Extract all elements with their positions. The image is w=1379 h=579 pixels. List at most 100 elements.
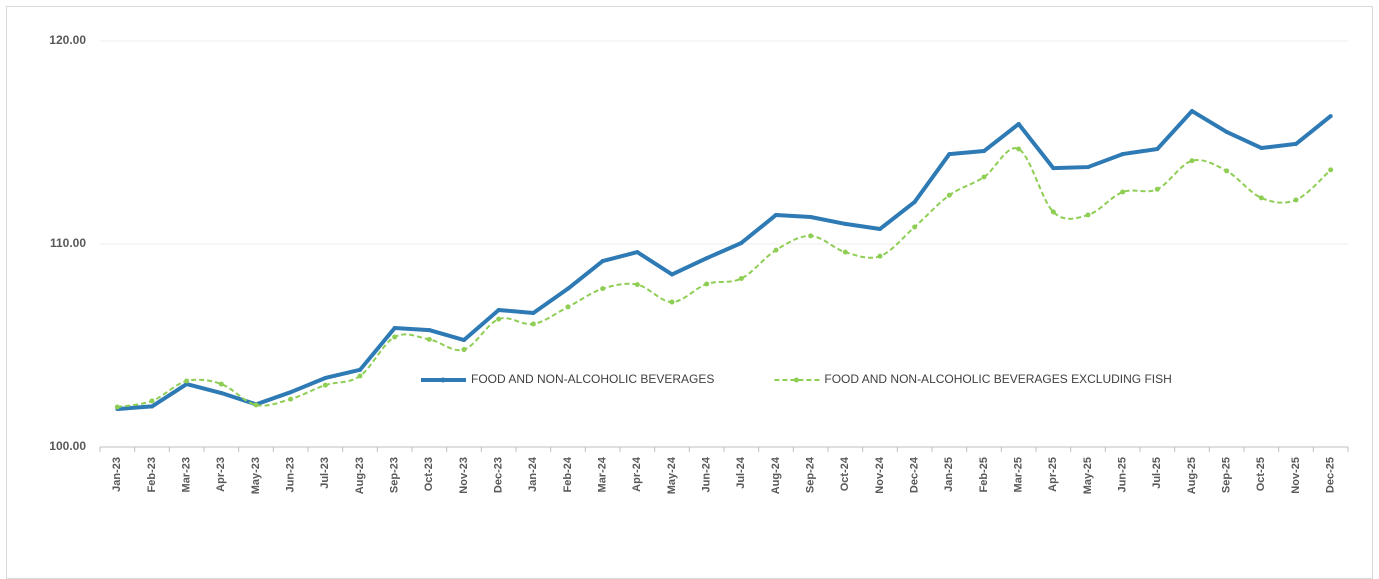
series-point	[1190, 109, 1194, 114]
series-point	[357, 373, 363, 379]
series-point	[358, 367, 362, 372]
x-tick-label: Feb-24	[562, 456, 574, 492]
x-tick-label: Apr-23	[215, 457, 227, 492]
series-point	[1120, 189, 1126, 195]
series-point	[288, 396, 294, 402]
x-tick-label: Mar-25	[1013, 457, 1025, 492]
series-point	[912, 199, 917, 204]
series-point	[635, 250, 640, 255]
y-tick-label: 110.00	[50, 236, 86, 250]
x-tick-label: Dec-24	[909, 456, 921, 493]
series-point	[531, 311, 536, 316]
x-tick-label: Jul-25	[1151, 457, 1163, 489]
series-point	[496, 307, 501, 312]
series-point	[739, 240, 744, 245]
series-point	[1016, 122, 1021, 127]
series-point	[704, 281, 710, 287]
legend-marker	[440, 377, 446, 383]
series-point	[982, 149, 986, 154]
series-point	[461, 347, 467, 353]
series-point	[323, 375, 328, 380]
series-point	[670, 272, 674, 277]
series-point	[149, 398, 155, 404]
x-tick-label: Jan-25	[943, 457, 955, 492]
series-point	[774, 212, 778, 217]
series-point	[530, 321, 536, 327]
series-point	[1086, 165, 1090, 170]
x-tick-label: May-23	[250, 457, 262, 494]
series-point	[150, 404, 154, 409]
x-tick-label: Oct-24	[839, 456, 851, 491]
series-point	[669, 299, 675, 305]
series-point	[218, 381, 224, 387]
series-point	[1224, 168, 1230, 174]
y-tick-label: 120.00	[49, 33, 86, 47]
series-point	[600, 286, 606, 292]
series-line	[117, 109, 1332, 412]
x-tick-label: Oct-25	[1255, 457, 1267, 491]
x-tick-label: Nov-24	[874, 456, 886, 494]
series-point	[808, 215, 813, 220]
series-point	[704, 256, 709, 261]
x-tick-label: Nov-23	[458, 457, 470, 494]
x-tick-label: Jan-23	[111, 457, 123, 492]
series-point	[1155, 146, 1160, 151]
series-point	[288, 390, 293, 395]
x-tick-label: Dec-23	[493, 457, 505, 493]
x-tick-label: Jun-23	[285, 457, 297, 492]
series-point	[1085, 212, 1091, 218]
legend-marker	[793, 377, 799, 383]
series-point	[808, 233, 814, 239]
series-point	[1154, 186, 1160, 192]
series-point	[843, 221, 848, 226]
series-point	[565, 304, 571, 310]
x-tick-label: Apr-25	[1047, 457, 1059, 492]
x-tick-label: Jul-24	[735, 456, 747, 489]
series-point	[1294, 141, 1298, 146]
x-tick-label: Oct-23	[423, 457, 435, 491]
series-point	[738, 276, 744, 282]
series-point	[947, 152, 952, 157]
series-point	[946, 192, 952, 198]
x-tick-label: Mar-24	[597, 456, 609, 492]
series-point	[427, 328, 432, 333]
series-point	[253, 402, 259, 408]
series-point	[219, 391, 224, 396]
series-point	[1328, 114, 1333, 119]
series-point	[773, 247, 779, 253]
x-tick-label: Aug-24	[770, 456, 782, 494]
series-point	[634, 282, 640, 288]
series-point	[981, 174, 987, 180]
series-point	[114, 404, 120, 410]
series-point	[1259, 145, 1264, 150]
series-point	[184, 378, 190, 384]
series-point	[912, 224, 918, 230]
x-tick-label: Sep-25	[1221, 457, 1233, 493]
x-tick-label: May-24	[666, 456, 678, 494]
series-point	[878, 226, 882, 231]
series-point	[1016, 146, 1022, 152]
x-tick-label: Apr-24	[631, 456, 643, 492]
series-point	[1258, 195, 1264, 201]
chart-frame	[6, 6, 1373, 579]
legend-label: FOOD AND NON-ALCOHOLIC BEVERAGES EXCLUDI…	[824, 372, 1171, 386]
x-tick-label: May-25	[1082, 457, 1094, 494]
x-tick-label: Aug-25	[1186, 457, 1198, 494]
series-point	[877, 253, 883, 259]
series-point	[392, 326, 397, 331]
series-point	[426, 336, 432, 342]
legend-label: FOOD AND NON-ALCOHOLIC BEVERAGES	[471, 372, 714, 386]
series-point	[462, 338, 466, 343]
series-point	[1293, 197, 1299, 203]
x-tick-label: Jun-24	[701, 456, 713, 492]
x-tick-label: Feb-25	[978, 457, 990, 492]
series-point	[1051, 166, 1056, 171]
series-point	[1189, 158, 1195, 164]
series-point	[1328, 167, 1334, 173]
y-tick-label: 100.00	[49, 439, 86, 453]
x-tick-label: Feb-23	[146, 457, 158, 492]
series-point	[1050, 209, 1056, 215]
series-point	[496, 316, 502, 322]
series-point	[322, 382, 328, 388]
